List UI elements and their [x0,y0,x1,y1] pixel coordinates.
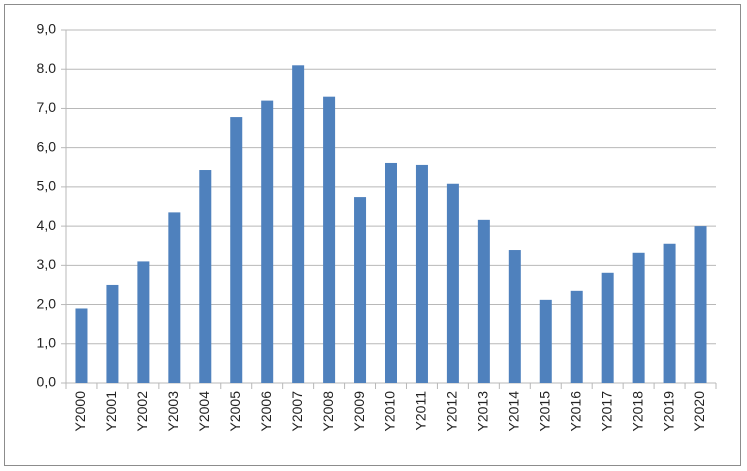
x-tick-label: Y2019 [660,391,676,432]
bar [539,299,552,383]
x-tick-label: Y2006 [258,391,274,432]
bar [323,96,336,383]
bar [230,117,243,383]
bar [663,243,676,383]
y-tick-label: 9,0 [37,21,57,37]
x-tick-label: Y2003 [165,391,181,432]
y-tick-label: 2,0 [37,295,57,311]
bar [570,290,583,383]
x-tick-label: Y2005 [227,391,243,432]
bar [137,261,150,383]
y-tick-label: 7,0 [37,99,57,115]
y-tick-label: 6,0 [37,138,57,154]
bar [106,284,119,383]
x-tick-label: Y2000 [72,391,88,432]
y-tick-label: 0,0 [37,374,57,390]
bar [168,212,181,383]
y-tick-label: 8.0 [37,60,57,76]
bar [199,170,212,383]
y-tick-label: 1,0 [37,334,57,350]
bar [354,197,367,383]
x-tick-label: Y2007 [289,391,305,432]
y-tick-label: 3,0 [37,256,57,272]
chart-border [4,4,741,466]
x-tick-label: Y2009 [351,391,367,432]
x-tick-label: Y2016 [567,391,583,432]
x-tick-label: Y2017 [598,391,614,432]
x-tick-label: Y2014 [506,391,522,432]
bar [694,226,707,383]
bar [415,164,428,383]
bar [75,308,88,383]
x-tick-label: Y2004 [196,391,212,432]
bar [477,219,490,383]
x-tick-label: Y2011 [413,391,429,431]
x-tick-label: Y2001 [103,391,119,432]
bar [601,272,614,383]
x-tick-label: Y2002 [134,391,150,432]
x-tick-label: Y2008 [320,391,336,432]
bar [385,162,397,383]
y-tick-label: 4,0 [37,217,57,233]
bar [446,183,459,383]
y-tick-label: 5,0 [37,178,57,194]
x-tick-label: Y2013 [475,391,491,432]
x-tick-label: Y2018 [629,391,645,432]
bar [261,100,274,383]
x-tick-label: Y2010 [382,391,398,432]
x-tick-label: Y2015 [536,391,552,432]
x-tick-label: Y2020 [691,391,707,432]
bar [632,252,645,383]
x-tick-label: Y2012 [444,391,460,432]
bar [292,65,305,384]
bar [508,250,521,383]
